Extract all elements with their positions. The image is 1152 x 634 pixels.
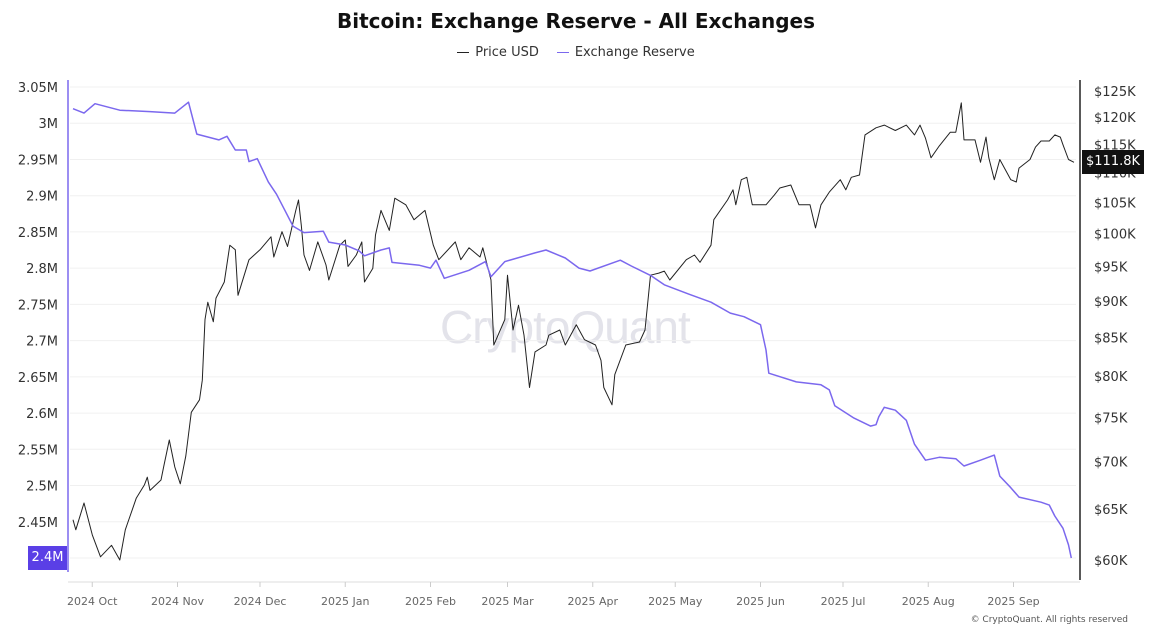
- legend-label-reserve: Exchange Reserve: [574, 45, 695, 60]
- left-axis-tick-label: 2.9M: [26, 190, 58, 205]
- left-axis-tick-label: 2.45M: [18, 516, 58, 531]
- legend-swatch-reserve: [556, 52, 569, 53]
- copyright: © CryptoQuant. All rights reserved: [970, 615, 1128, 625]
- x-axis-tick-label: 2025 Sep: [987, 595, 1039, 608]
- x-axis-tick-label: 2025 Jan: [321, 595, 369, 608]
- x-axis-tick-label: 2025 Feb: [405, 595, 456, 608]
- left-axis-tick-label: 2.5M: [26, 480, 58, 495]
- right-axis-tick-label: $105K: [1094, 196, 1136, 211]
- legend-label-price: Price USD: [475, 45, 539, 60]
- right-axis-tick-label: $75K: [1094, 411, 1128, 426]
- current-price-label: $111.8K: [1082, 150, 1145, 174]
- x-axis-tick-label: 2025 Mar: [481, 595, 534, 608]
- right-axis-tick-label: $125K: [1094, 85, 1136, 100]
- right-axis-tick-label: $65K: [1094, 503, 1128, 518]
- right-axis-tick-label: $95K: [1094, 260, 1128, 275]
- legend-swatch-price: [457, 52, 470, 53]
- x-axis-tick-label: 2024 Oct: [67, 595, 118, 608]
- right-axis-tick-label: $120K: [1094, 111, 1136, 126]
- left-axis-tick-label: 2.8M: [26, 262, 58, 277]
- exchange-reserve-line: [72, 101, 1073, 559]
- left-axis-tick-label: 2.6M: [26, 407, 58, 422]
- legend-item-reserve[interactable]: Exchange Reserve: [556, 45, 695, 60]
- left-axis-tick-label: 2.65M: [18, 371, 58, 386]
- left-axis-tick-label: 2.85M: [18, 226, 58, 241]
- left-axis-tick-label: 3.05M: [18, 81, 58, 96]
- legend-item-price[interactable]: Price USD: [457, 45, 539, 60]
- legend: Price USD Exchange Reserve: [0, 45, 1152, 60]
- right-axis-tick-label: $115K: [1094, 138, 1136, 153]
- right-axis-tick-label: $70K: [1094, 455, 1128, 470]
- right-axis-tick-label: $100K: [1094, 228, 1136, 243]
- x-axis-tick-label: 2025 Apr: [567, 595, 618, 608]
- left-axis-tick-label: 2.7M: [26, 335, 58, 350]
- x-axis-tick-label: 2025 Jun: [736, 595, 785, 608]
- left-axis-tick-label: 2.55M: [18, 443, 58, 458]
- current-reserve-label: 2.4M: [28, 546, 67, 570]
- chart-title: Bitcoin: Exchange Reserve - All Exchange…: [337, 9, 815, 33]
- x-axis-tick-label: 2024 Nov: [151, 595, 204, 608]
- right-axis-tick-label: $60K: [1094, 554, 1128, 569]
- x-axis-tick-label: 2024 Dec: [234, 595, 287, 608]
- left-axis-tick-label: 3M: [39, 117, 59, 132]
- price-usd-line: [72, 102, 1075, 561]
- right-axis-tick-label: $85K: [1094, 331, 1128, 346]
- right-axis-tick-label: $80K: [1094, 370, 1128, 385]
- left-axis-tick-label: 2.95M: [18, 153, 58, 168]
- left-axis-tick-label: 2.75M: [18, 298, 58, 313]
- right-axis-tick-label: $90K: [1094, 295, 1128, 310]
- x-axis-tick-label: 2025 May: [648, 595, 703, 608]
- x-axis-tick-label: 2025 Aug: [902, 595, 955, 608]
- x-axis-tick-label: 2025 Jul: [821, 595, 866, 608]
